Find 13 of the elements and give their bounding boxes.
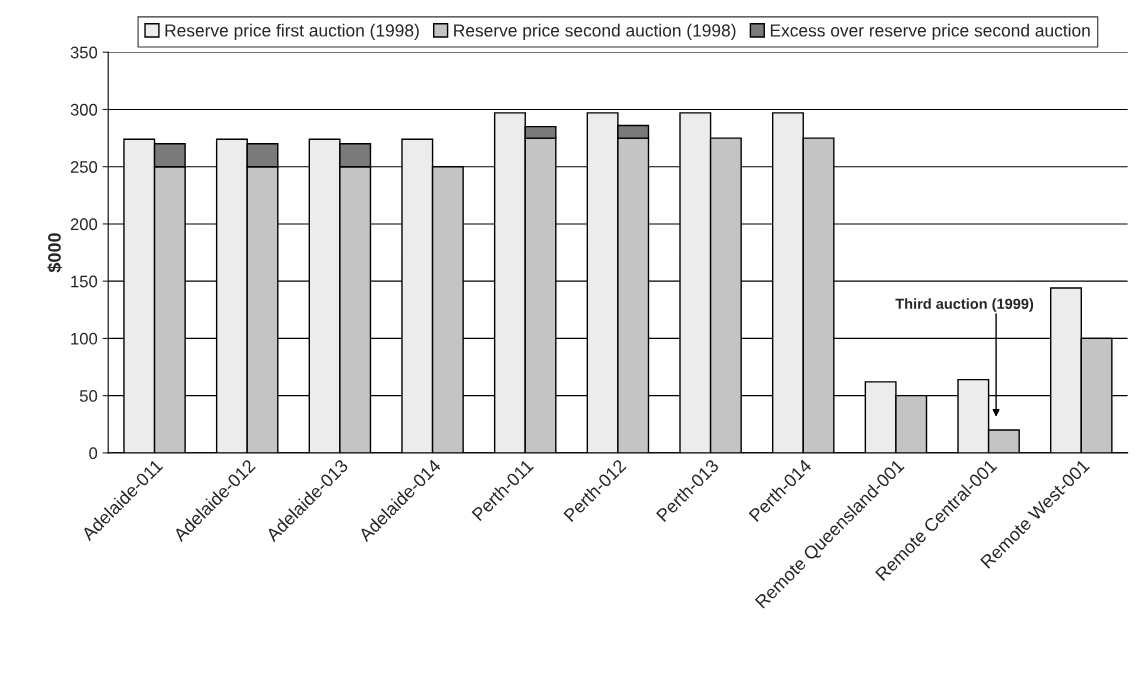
y-tick-label: 150	[71, 275, 98, 288]
y-axis-title: $000	[47, 233, 63, 273]
y-tick-label: 300	[70, 103, 98, 116]
y-tick-label: 200	[70, 218, 98, 231]
legend-label: Reserve price first auction (1998)	[165, 23, 419, 41]
y-tick-label: 250	[70, 161, 98, 173]
legend-label: Excess over reserve price second auction	[770, 23, 1090, 41]
y-tick-label: 0	[89, 447, 98, 460]
y-tick-label: 100	[71, 332, 98, 345]
legend-label: Reserve price second auction (1998)	[454, 23, 736, 41]
y-tick-label: 350	[70, 46, 98, 59]
annotation: Third auction (1999)	[895, 298, 1034, 312]
y-tick-label: 50	[79, 390, 98, 402]
